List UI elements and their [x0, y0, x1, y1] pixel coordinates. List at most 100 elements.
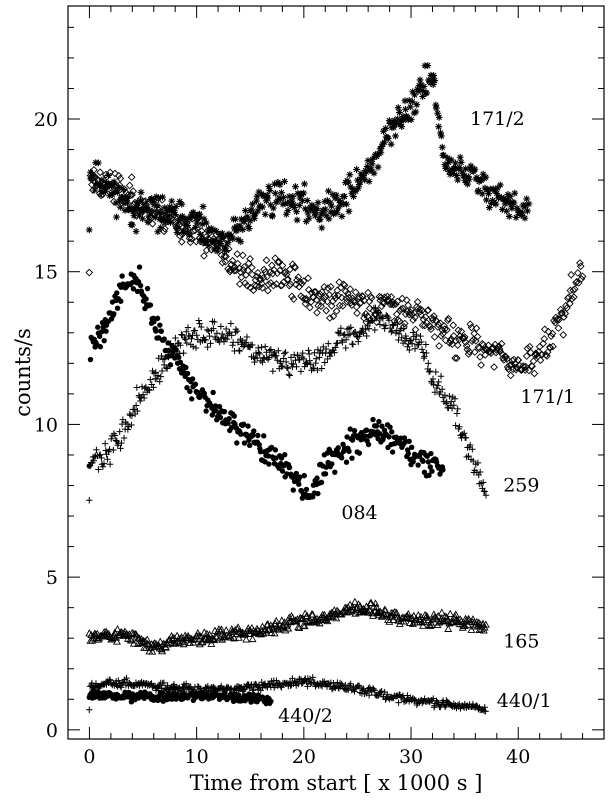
data-point	[118, 628, 127, 637]
data-point	[243, 213, 251, 221]
data-point	[321, 359, 328, 366]
data-point	[323, 616, 332, 625]
data-point	[113, 213, 120, 221]
data-point	[480, 479, 487, 486]
data-point	[192, 381, 199, 387]
series-259	[86, 304, 490, 504]
data-point	[231, 413, 237, 419]
data-point	[270, 629, 279, 637]
data-point	[182, 224, 190, 233]
data-point	[269, 204, 277, 212]
data-point	[172, 203, 180, 210]
data-point	[435, 113, 443, 121]
data-point	[274, 197, 281, 205]
data-point	[175, 231, 184, 240]
data-point	[153, 328, 159, 334]
data-point	[259, 203, 266, 211]
data-point	[367, 294, 376, 302]
data-point	[112, 181, 121, 190]
data-point	[158, 195, 167, 204]
data-point	[98, 176, 106, 184]
data-point	[434, 320, 443, 329]
data-point	[387, 424, 393, 430]
data-point	[217, 414, 224, 421]
data-point	[370, 416, 376, 423]
data-point	[293, 208, 300, 216]
data-point	[153, 375, 161, 383]
data-point	[200, 252, 208, 260]
data-point	[147, 640, 156, 648]
data-point	[104, 456, 111, 463]
data-point	[293, 216, 301, 224]
data-point	[278, 363, 285, 370]
data-point	[417, 310, 425, 319]
data-point	[241, 440, 248, 446]
data-point	[147, 302, 154, 308]
data-point	[441, 617, 450, 625]
data-point	[185, 234, 194, 243]
data-point	[391, 116, 399, 124]
data-point	[170, 639, 179, 647]
series-label-171-2: 171/2	[470, 108, 525, 130]
data-point	[375, 309, 382, 317]
data-point	[142, 643, 151, 651]
data-point	[196, 233, 204, 242]
data-point	[275, 258, 283, 266]
data-point	[229, 235, 237, 243]
data-point	[470, 348, 479, 356]
data-point	[363, 332, 370, 340]
series-label-440-1: 440/1	[497, 690, 552, 712]
data-point	[455, 165, 463, 173]
data-point	[277, 624, 286, 632]
data-point	[409, 329, 417, 336]
data-point	[399, 112, 407, 120]
data-point	[228, 256, 237, 265]
data-point	[314, 199, 322, 207]
data-point	[240, 263, 249, 271]
data-point	[235, 280, 244, 288]
series-440-1	[86, 674, 489, 715]
data-point	[162, 218, 170, 227]
data-point	[234, 633, 243, 641]
data-point	[148, 207, 156, 215]
data-point	[437, 608, 446, 616]
data-point	[338, 302, 347, 310]
data-point	[456, 153, 464, 161]
data-point	[118, 439, 125, 447]
y-tick-label: 15	[34, 262, 58, 284]
data-point	[420, 83, 428, 90]
data-point	[503, 207, 511, 215]
data-point	[393, 613, 402, 621]
data-point	[399, 304, 407, 313]
data-point	[458, 168, 466, 176]
data-point	[325, 340, 332, 347]
data-point	[263, 272, 271, 281]
data-point	[394, 104, 402, 112]
data-point	[505, 361, 514, 370]
data-point	[304, 683, 311, 690]
data-point	[376, 321, 384, 328]
data-point	[461, 430, 468, 437]
data-point	[201, 239, 209, 247]
data-point	[217, 323, 225, 330]
data-point	[240, 217, 248, 225]
data-point	[191, 327, 199, 334]
data-point	[423, 89, 431, 97]
data-point	[395, 330, 403, 338]
data-point	[128, 628, 137, 637]
data-point	[184, 215, 193, 224]
data-point	[190, 211, 198, 218]
data-point	[236, 347, 243, 355]
data-point	[195, 317, 202, 324]
data-point	[91, 453, 99, 460]
data-point	[327, 302, 336, 310]
data-point	[146, 196, 155, 205]
data-point	[403, 307, 412, 316]
data-point	[351, 688, 358, 695]
data-point	[529, 357, 538, 366]
data-point	[133, 384, 141, 391]
data-point	[483, 196, 490, 204]
data-point	[364, 157, 372, 165]
data-point	[455, 164, 463, 171]
